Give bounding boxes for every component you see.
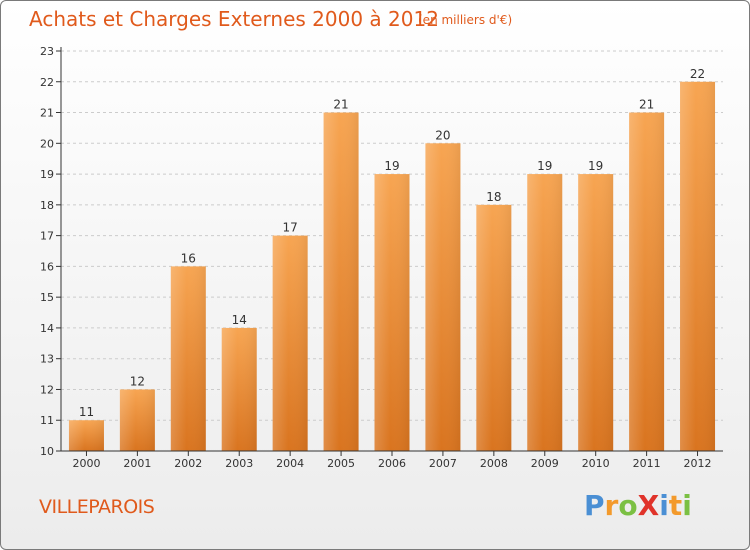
data-label: 12 <box>130 374 145 388</box>
bar-shine <box>374 174 410 452</box>
chart-title: Achats et Charges Externes 2000 à 2012 <box>29 7 439 31</box>
logo-letter: i <box>659 489 669 522</box>
y-tick-label: 22 <box>40 76 54 89</box>
x-tick-label: 2003 <box>225 457 253 470</box>
bar-shine <box>578 174 614 452</box>
y-tick-label: 17 <box>40 230 54 243</box>
data-label: 14 <box>232 313 247 327</box>
bar-shine <box>221 327 257 451</box>
y-tick-label: 13 <box>40 353 54 366</box>
logo-letter: X <box>637 489 660 522</box>
y-tick-label: 14 <box>40 322 54 335</box>
bar-shine <box>272 235 308 451</box>
data-label: 19 <box>588 159 603 173</box>
x-tick-label: 2004 <box>276 457 304 470</box>
y-tick-label: 12 <box>40 383 54 396</box>
x-tick-label: 2001 <box>123 457 151 470</box>
x-tick-label: 2000 <box>72 457 100 470</box>
x-tick-label: 2005 <box>327 457 355 470</box>
x-tick-label: 2011 <box>633 457 661 470</box>
y-tick-label: 20 <box>40 137 54 150</box>
logo-letter: P <box>584 489 605 522</box>
logo-letter: i <box>682 489 692 522</box>
y-tick-label: 10 <box>40 445 54 458</box>
axes <box>56 47 723 456</box>
x-tick-label: 2009 <box>531 457 559 470</box>
y-tick-label: 16 <box>40 260 54 273</box>
y-tick-label: 11 <box>40 414 54 427</box>
data-label: 19 <box>537 159 552 173</box>
data-label: 18 <box>486 190 501 204</box>
bar-shine <box>629 112 665 452</box>
bar-shine <box>476 204 512 451</box>
y-tick-label: 19 <box>40 168 54 181</box>
y-tick-label: 18 <box>40 199 54 212</box>
logo-letter: o <box>618 489 638 522</box>
bar-shine <box>119 389 155 451</box>
x-tick-label: 2010 <box>582 457 610 470</box>
data-label: 16 <box>181 251 196 265</box>
y-tick-label: 21 <box>40 107 54 120</box>
bar-shine <box>68 420 104 451</box>
data-label: 11 <box>79 405 94 419</box>
data-label: 22 <box>690 67 705 81</box>
x-tick-label: 2007 <box>429 457 457 470</box>
bars <box>68 81 716 452</box>
data-label: 21 <box>639 98 654 112</box>
labels: 10 11 12 13 14 15 16 17 18 19 20 21 22 23 11 2000 12 2001… <box>40 45 712 470</box>
x-tick-label: 2012 <box>684 457 712 470</box>
data-label: 21 <box>333 98 348 112</box>
logo-letter: t <box>668 489 683 522</box>
proxiti-logo: ProXiti <box>584 489 692 522</box>
chart-subtitle: (en milliers d'€) <box>418 13 513 27</box>
bar-shine <box>527 174 563 452</box>
x-tick-label: 2006 <box>378 457 406 470</box>
bar-shine <box>323 112 359 452</box>
x-tick-label: 2008 <box>480 457 508 470</box>
y-tick-label: 15 <box>40 291 54 304</box>
bar-shine <box>425 143 461 452</box>
x-tick-label: 2002 <box>174 457 202 470</box>
commune-name: VILLEPAROIS <box>39 496 155 518</box>
bar-shine <box>680 81 716 452</box>
bar-shine <box>170 266 206 451</box>
y-tick-label: 23 <box>40 45 54 58</box>
data-label: 19 <box>384 159 399 173</box>
data-label: 17 <box>283 221 298 235</box>
data-label: 20 <box>435 128 450 142</box>
logo-letter: r <box>604 489 619 522</box>
